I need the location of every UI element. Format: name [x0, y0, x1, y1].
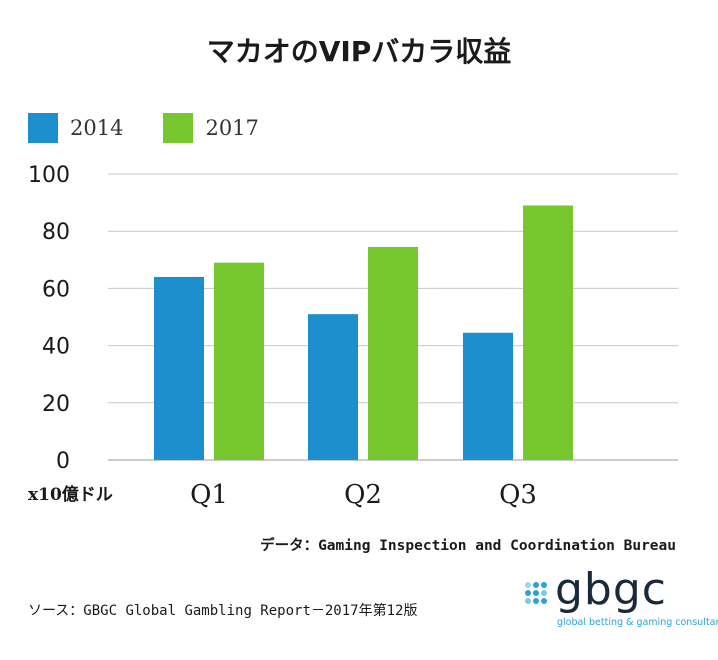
legend-item-2017: 2017	[163, 113, 259, 143]
x-tick-label-q3: Q3	[499, 480, 537, 510]
data-source-note: データ：Gaming Inspection and Coordination B…	[260, 538, 676, 554]
bars	[154, 205, 573, 460]
y-tick-label: 60	[42, 277, 70, 302]
bar-q2-2017	[368, 246, 418, 460]
y-tick-label: 20	[42, 392, 70, 417]
chart-legend: 2014 2017	[28, 113, 299, 143]
chart-title: マカオのVIPバカラ収益	[206, 35, 512, 68]
legend-label-2017: 2017	[205, 116, 259, 140]
y-tick-label: 100	[28, 163, 70, 188]
bar-q2-2014	[308, 314, 358, 460]
bar-q3-2017	[523, 205, 573, 460]
legend-label-2014: 2014	[70, 116, 124, 140]
logo-tagline: global betting & gaming consultants	[557, 617, 718, 628]
report-source-note: ソース：GBGC Global Gambling Report－2017年第12…	[28, 603, 418, 619]
logo-dots-icon	[525, 582, 557, 610]
logo-wordmark: gbgc	[555, 564, 667, 615]
gbgc-logo: gbgc global betting & gaming consultants	[525, 564, 718, 634]
y-tick-label: 40	[42, 335, 70, 360]
x-tick-label-q2: Q2	[344, 480, 382, 510]
bar-q1-2017	[214, 262, 264, 460]
y-tick-label: 80	[42, 220, 70, 245]
legend-item-2014: 2014	[28, 113, 123, 143]
legend-swatch-2014	[28, 113, 58, 143]
y-axis-unit-label: x10億ドル	[28, 485, 113, 505]
bar-q1-2014	[154, 276, 204, 460]
y-tick-labels: 0 20 40 60 80 100	[28, 163, 70, 474]
legend-swatch-2017	[163, 113, 194, 143]
x-tick-label-q1: Q1	[190, 480, 228, 510]
x-tick-labels: Q1 Q2 Q3	[190, 480, 537, 510]
y-tick-label: 0	[56, 449, 70, 474]
bar-q3-2014	[463, 332, 513, 460]
